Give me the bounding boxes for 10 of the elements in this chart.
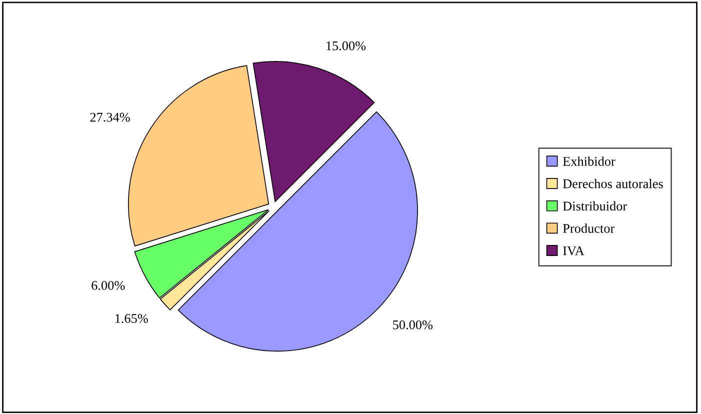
- legend-label: Exhibidor: [562, 156, 616, 166]
- legend-label: Productor: [562, 224, 615, 233]
- data-label: 50.00%: [393, 320, 433, 330]
- legend-label: Distribuidor: [562, 201, 627, 211]
- data-label: 15.00%: [326, 41, 366, 50]
- data-label: 6.00%: [92, 281, 125, 290]
- data-label: 1.65%: [115, 314, 148, 323]
- legend-label: IVA: [563, 246, 584, 256]
- legend-label: Derechos autorales: [562, 178, 663, 188]
- data-label: 27.34%: [90, 112, 130, 122]
